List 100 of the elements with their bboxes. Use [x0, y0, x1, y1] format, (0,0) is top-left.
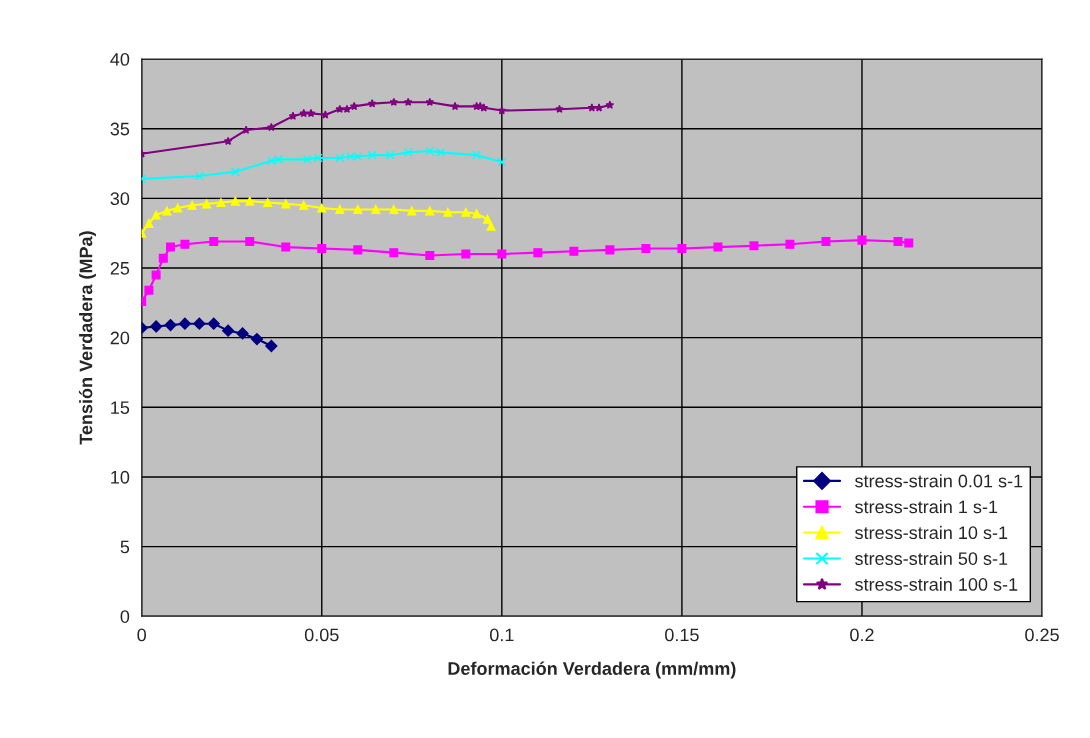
point — [677, 243, 687, 253]
point — [317, 243, 327, 253]
point — [472, 150, 482, 160]
point — [144, 218, 154, 228]
point — [313, 153, 323, 163]
point — [151, 210, 161, 220]
point — [425, 146, 435, 156]
y-tick-label: 30 — [110, 192, 130, 206]
point — [533, 248, 543, 258]
point — [594, 103, 604, 112]
y-tick-label: 25 — [110, 261, 130, 275]
point — [425, 206, 435, 216]
point — [144, 285, 154, 295]
point — [150, 320, 163, 333]
x-axis-title: Deformación Verdadera (mm/mm) — [448, 661, 736, 679]
point — [216, 198, 226, 208]
legend-label: stress-strain 1 s-1 — [855, 500, 998, 514]
point — [230, 167, 240, 177]
point — [263, 198, 273, 208]
y-tick-label: 15 — [111, 401, 130, 414]
point — [335, 104, 345, 113]
point — [299, 108, 309, 118]
point — [302, 154, 312, 164]
point — [425, 97, 435, 107]
point — [389, 248, 399, 258]
point — [209, 237, 219, 247]
y-tick-label: 5 — [120, 540, 130, 554]
point — [306, 108, 316, 118]
point — [893, 237, 903, 247]
point — [425, 250, 435, 260]
point — [785, 239, 795, 249]
point — [486, 221, 496, 231]
point — [349, 101, 359, 111]
point — [299, 200, 309, 210]
y-tick-label: 40 — [110, 52, 130, 66]
point — [281, 242, 291, 252]
point — [158, 253, 168, 263]
point — [482, 214, 492, 224]
point — [241, 125, 251, 134]
point — [403, 147, 413, 157]
point — [151, 270, 161, 280]
point — [194, 171, 204, 181]
point — [497, 249, 507, 259]
point — [497, 157, 507, 167]
x-tick-label: 0.05 — [304, 628, 339, 642]
point — [904, 238, 914, 248]
point — [236, 327, 249, 340]
point — [403, 97, 413, 107]
point — [207, 317, 220, 330]
point — [353, 245, 363, 255]
point — [245, 196, 255, 206]
point — [223, 136, 233, 146]
point — [450, 101, 460, 111]
point — [321, 110, 330, 119]
point — [461, 249, 471, 259]
point — [342, 104, 352, 113]
legend-label: stress-strain 0.01 s-1 — [855, 474, 1023, 488]
y-axis-title: Tensión Verdadera (MPa) — [78, 231, 96, 445]
x-tick-label: 0.2 — [850, 628, 874, 642]
point — [335, 153, 345, 163]
point — [317, 203, 327, 213]
y-tick-label: 0 — [120, 610, 130, 623]
point — [353, 204, 363, 214]
point — [641, 243, 651, 253]
point — [281, 199, 291, 209]
x-tick-label: 0.15 — [665, 628, 699, 642]
legend-label: stress-strain 100 s-1 — [855, 577, 1018, 591]
point — [267, 122, 276, 132]
point — [605, 245, 615, 255]
point — [245, 237, 255, 247]
x-tick-label: 0 — [137, 628, 147, 642]
point — [288, 111, 298, 120]
x-tick-label: 0.25 — [1025, 628, 1059, 642]
point — [555, 104, 564, 113]
point — [178, 317, 192, 330]
point — [713, 242, 723, 252]
y-tick-label: 35 — [110, 122, 130, 136]
point — [749, 241, 759, 251]
y-tick-label: 10 — [111, 470, 130, 484]
point — [389, 204, 399, 214]
point — [230, 196, 240, 206]
point — [389, 97, 399, 107]
y-tick-label: 20 — [110, 331, 130, 345]
point — [164, 319, 177, 332]
point — [407, 206, 417, 216]
point — [180, 239, 190, 249]
point — [821, 237, 831, 247]
point — [162, 206, 172, 216]
point — [436, 147, 446, 157]
point — [335, 204, 345, 214]
point — [165, 242, 176, 252]
point — [222, 324, 235, 337]
x-tick-label: 0.1 — [489, 628, 514, 642]
point — [385, 150, 395, 160]
point — [193, 317, 206, 330]
point — [173, 203, 183, 213]
point — [569, 246, 579, 256]
point — [857, 235, 867, 245]
point — [250, 332, 264, 346]
point — [367, 150, 377, 160]
